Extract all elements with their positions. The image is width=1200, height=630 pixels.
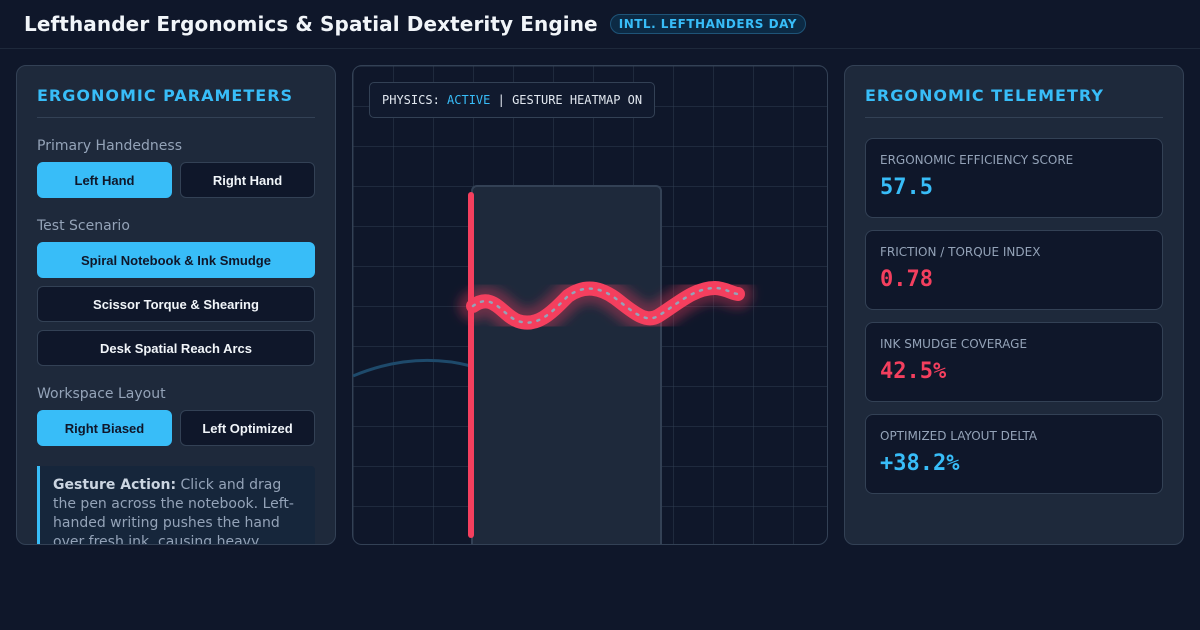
physics-state: ACTIVE [447, 93, 491, 107]
handedness-label: Primary Handedness [37, 138, 182, 154]
efficiency-score-card: ERGONOMIC EFFICIENCY SCORE 57.5 [865, 138, 1163, 218]
layout-label: Workspace Layout [37, 386, 166, 402]
physics-status-bar: PHYSICS: ACTIVE | GESTURE HEATMAP ON [369, 82, 656, 118]
app-header: Lefthander Ergonomics & Spatial Dexterit… [0, 0, 1200, 49]
status-prefix: PHYSICS: [382, 93, 448, 107]
layout-delta-card: OPTIMIZED LAYOUT DELTA +38.2% [865, 414, 1163, 494]
metric-label: INK SMUDGE COVERAGE [880, 337, 1028, 351]
friction-torque-card: FRICTION / TORQUE INDEX 0.78 [865, 230, 1163, 310]
handedness-toggle: Left Hand Right Hand [37, 162, 315, 198]
metric-value: +38.2% [880, 451, 960, 476]
canvas-drawing [353, 358, 472, 378]
scissor-torque-scenario-button[interactable]: Scissor Torque & Shearing [37, 286, 315, 322]
right-biased-button[interactable]: Right Biased [37, 410, 172, 446]
metric-label: FRICTION / TORQUE INDEX [880, 245, 1041, 259]
gesture-info-title: Gesture Action: [53, 477, 177, 493]
pen-trail [471, 286, 740, 324]
right-hand-button[interactable]: Right Hand [180, 162, 315, 198]
notebook-spiral-binding [468, 192, 474, 538]
ergonomic-parameters-panel: ERGONOMIC PARAMETERS Primary Handedness … [16, 65, 336, 545]
gesture-info-box: Gesture Action: Click and drag the pen a… [37, 466, 315, 545]
app-title: Lefthander Ergonomics & Spatial Dexterit… [24, 12, 598, 36]
metric-label: OPTIMIZED LAYOUT DELTA [880, 429, 1038, 443]
ink-stroke-layer [458, 272, 753, 338]
gesture-info-text: Click and drag the pen across the notebo… [53, 477, 294, 545]
ergonomic-telemetry-panel: ERGONOMIC TELEMETRY ERGONOMIC EFFICIENCY… [844, 65, 1184, 545]
metric-value: 0.78 [880, 267, 933, 292]
metric-value: 57.5 [880, 175, 933, 200]
event-badge: INTL. LEFTHANDERS DAY [609, 14, 806, 34]
metric-value: 42.5% [880, 359, 947, 384]
metric-label: ERGONOMIC EFFICIENCY SCORE [880, 153, 1074, 167]
left-hand-button[interactable]: Left Hand [37, 162, 172, 198]
telemetry-heading: ERGONOMIC TELEMETRY [865, 86, 1163, 118]
ink-smudge-card: INK SMUDGE COVERAGE 42.5% [865, 322, 1163, 402]
status-suffix: | GESTURE HEATMAP ON [490, 93, 643, 107]
scenario-label: Test Scenario [37, 218, 130, 234]
simulation-canvas[interactable]: PHYSICS: ACTIVE | GESTURE HEATMAP ON [352, 65, 828, 545]
reach-arc [353, 358, 472, 378]
scenario-list: Spiral Notebook & Ink Smudge Scissor Tor… [37, 242, 315, 366]
left-optimized-button[interactable]: Left Optimized [180, 410, 315, 446]
parameters-heading: ERGONOMIC PARAMETERS [37, 86, 315, 118]
spiral-notebook-scenario-button[interactable]: Spiral Notebook & Ink Smudge [37, 242, 315, 278]
layout-toggle: Right Biased Left Optimized [37, 410, 315, 446]
desk-reach-scenario-button[interactable]: Desk Spatial Reach Arcs [37, 330, 315, 366]
